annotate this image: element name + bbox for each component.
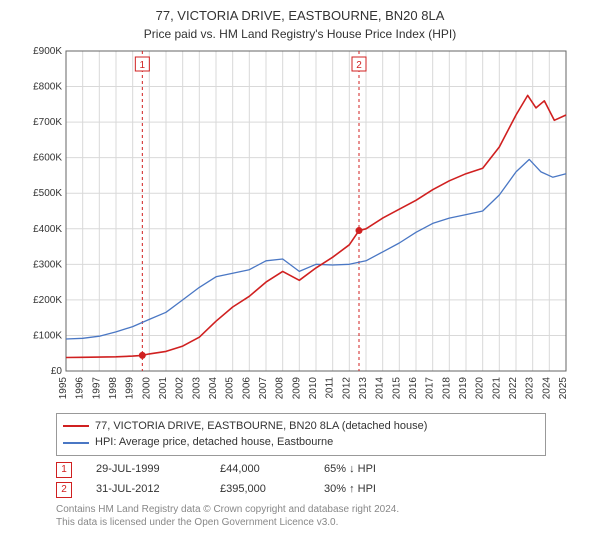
event-date-2: 31-JUL-2012 [96, 480, 196, 500]
svg-text:£500K: £500K [33, 188, 62, 199]
svg-text:2013: 2013 [358, 376, 369, 399]
legend-row-price: 77, VICTORIA DRIVE, EASTBOURNE, BN20 8LA… [63, 418, 539, 435]
svg-text:2009: 2009 [291, 376, 302, 399]
svg-text:£800K: £800K [33, 81, 62, 92]
svg-text:2002: 2002 [175, 376, 186, 399]
event-marker-1: 1 [56, 462, 72, 478]
svg-text:£300K: £300K [33, 259, 62, 270]
svg-text:1998: 1998 [108, 376, 119, 399]
legend-label-hpi: HPI: Average price, detached house, East… [95, 434, 333, 451]
legend-box: 77, VICTORIA DRIVE, EASTBOURNE, BN20 8LA… [56, 413, 546, 456]
svg-text:1995: 1995 [58, 376, 69, 399]
svg-text:2019: 2019 [458, 376, 469, 399]
svg-text:2020: 2020 [475, 376, 486, 399]
legend-label-price: 77, VICTORIA DRIVE, EASTBOURNE, BN20 8LA… [95, 418, 427, 435]
svg-text:2011: 2011 [325, 376, 336, 398]
svg-text:2006: 2006 [241, 376, 252, 399]
chart-area: £0 £100K £200K £300K £400K £500K £600K £700K £80… [20, 47, 580, 407]
svg-text:£400K: £400K [33, 224, 62, 235]
chart-container: 77, VICTORIA DRIVE, EASTBOURNE, BN20 8LA… [0, 0, 600, 560]
svg-text:2000: 2000 [141, 376, 152, 399]
svg-text:2021: 2021 [491, 376, 502, 399]
svg-text:2018: 2018 [441, 376, 452, 399]
events-table: 1 29-JUL-1999 £44,000 65% ↓ HPI 2 31-JUL… [56, 460, 590, 500]
svg-text:2001: 2001 [158, 376, 169, 399]
svg-text:2005: 2005 [225, 376, 236, 399]
page-subtitle: Price paid vs. HM Land Registry's House … [10, 27, 590, 41]
page-title: 77, VICTORIA DRIVE, EASTBOURNE, BN20 8LA [10, 8, 590, 25]
svg-text:£200K: £200K [33, 295, 62, 306]
svg-text:£900K: £900K [33, 47, 62, 57]
svg-text:1997: 1997 [91, 376, 102, 399]
svg-text:2008: 2008 [275, 376, 286, 399]
svg-text:1: 1 [140, 60, 146, 71]
legend-swatch-price [63, 425, 89, 427]
svg-text:2: 2 [356, 60, 362, 71]
svg-text:£100K: £100K [33, 330, 62, 341]
svg-text:2014: 2014 [375, 376, 386, 399]
footnote: Contains HM Land Registry data © Crown c… [56, 503, 590, 529]
svg-text:1999: 1999 [125, 376, 136, 399]
svg-text:2023: 2023 [525, 376, 536, 399]
svg-text:£600K: £600K [33, 153, 62, 164]
svg-text:2010: 2010 [308, 376, 319, 399]
svg-text:2004: 2004 [208, 376, 219, 399]
event-row-1: 1 29-JUL-1999 £44,000 65% ↓ HPI [56, 460, 590, 480]
footnote-line1: Contains HM Land Registry data © Crown c… [56, 503, 590, 516]
svg-text:2007: 2007 [258, 376, 269, 399]
event-row-2: 2 31-JUL-2012 £395,000 30% ↑ HPI [56, 480, 590, 500]
svg-text:1996: 1996 [75, 376, 86, 399]
footnote-line2: This data is licensed under the Open Gov… [56, 516, 590, 529]
svg-text:2025: 2025 [558, 376, 569, 399]
event-marker-2: 2 [56, 482, 72, 498]
svg-text:2003: 2003 [191, 376, 202, 399]
svg-text:2012: 2012 [341, 376, 352, 399]
chart-svg: £0 £100K £200K £300K £400K £500K £600K £700K £80… [20, 47, 580, 407]
event-price-2: £395,000 [220, 480, 300, 500]
svg-text:£0: £0 [51, 366, 63, 377]
svg-text:2017: 2017 [425, 376, 436, 399]
svg-text:2015: 2015 [391, 376, 402, 399]
legend-swatch-hpi [63, 442, 89, 444]
svg-text:£700K: £700K [33, 117, 62, 128]
svg-text:2016: 2016 [408, 376, 419, 399]
event-price-1: £44,000 [220, 460, 300, 480]
event-delta-1: 65% ↓ HPI [324, 460, 376, 480]
svg-text:2022: 2022 [508, 376, 519, 399]
svg-text:2024: 2024 [541, 376, 552, 399]
legend-row-hpi: HPI: Average price, detached house, East… [63, 434, 539, 451]
event-date-1: 29-JUL-1999 [96, 460, 196, 480]
event-delta-2: 30% ↑ HPI [324, 480, 376, 500]
